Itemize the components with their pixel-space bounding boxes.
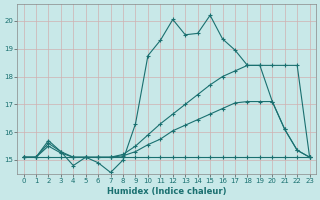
X-axis label: Humidex (Indice chaleur): Humidex (Indice chaleur) bbox=[107, 187, 226, 196]
